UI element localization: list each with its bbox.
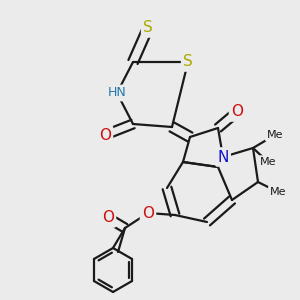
- Text: O: O: [142, 206, 154, 220]
- Text: S: S: [143, 20, 153, 35]
- Text: HN: HN: [108, 86, 126, 100]
- Text: Me: Me: [260, 157, 276, 167]
- Text: Me: Me: [267, 130, 283, 140]
- Text: N: N: [217, 149, 229, 164]
- Text: O: O: [99, 128, 111, 142]
- Text: Me: Me: [270, 187, 286, 197]
- Text: S: S: [183, 55, 193, 70]
- Text: O: O: [102, 211, 114, 226]
- Text: O: O: [231, 104, 243, 119]
